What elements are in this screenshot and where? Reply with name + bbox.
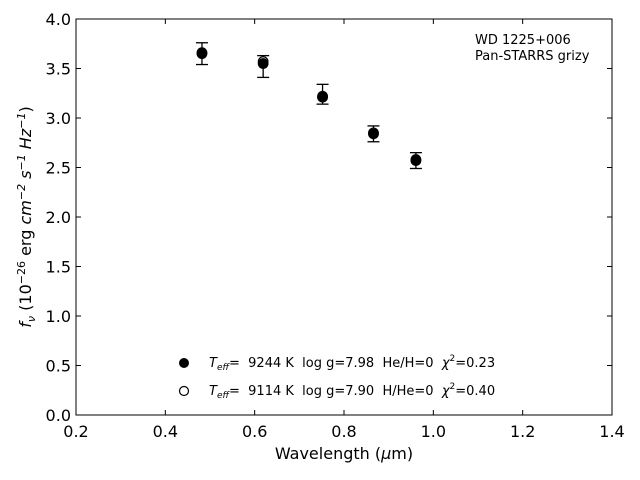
legend-marker-open <box>178 385 190 397</box>
x-axis-label: Wavelength (μm) <box>275 444 413 463</box>
y-tick-label: 1.0 <box>46 307 71 326</box>
point-filled <box>368 128 379 140</box>
model-points <box>196 47 422 166</box>
y-tick-label: 2.0 <box>46 208 71 227</box>
x-axis-ticks: 0.2 0.4 0.6 0.8 1.0 1.2 1.4 <box>63 19 625 441</box>
point-filled <box>257 58 269 69</box>
x-tick-label: 1.2 <box>510 422 535 441</box>
y-tick-label: 0.5 <box>46 357 71 376</box>
legend-marker-filled <box>179 358 189 368</box>
y-tick-label: 2.5 <box>46 159 71 178</box>
legend-entry-da: Teff= 9244 K log g=7.98 He/H=0 χ2=0.23 <box>209 354 495 373</box>
y-tick-label: 1.5 <box>46 258 71 277</box>
point-filled <box>317 91 328 103</box>
x-tick-label: 0.6 <box>242 422 267 441</box>
annotation-object-name: WD 1225+006 <box>475 33 571 48</box>
x-tick-label: 1.4 <box>599 422 624 441</box>
legend-entry-db: Teff= 9114 K log g=7.90 H/He=0 χ2=0.40 <box>209 382 495 401</box>
y-axis-ticks: 0.0 0.5 1.0 1.5 2.0 2.5 3.0 3.5 4.0 <box>46 10 612 425</box>
y-tick-label: 0.0 <box>46 406 71 425</box>
x-tick-label: 1.0 <box>421 422 446 441</box>
legend: Teff= 9244 K log g=7.98 He/H=0 χ2=0.23 T… <box>178 354 495 401</box>
x-tick-label: 0.4 <box>153 422 178 441</box>
y-tick-label: 4.0 <box>46 10 71 29</box>
point-filled <box>410 155 422 166</box>
annotation-survey-name: Pan-STARRS grizy <box>475 49 590 64</box>
x-tick-label: 0.2 <box>63 422 88 441</box>
observed-error-bars <box>195 42 422 170</box>
y-tick-label: 3.5 <box>46 60 71 79</box>
x-tick-label: 0.8 <box>331 422 356 441</box>
y-tick-label: 3.0 <box>46 109 71 128</box>
point-filled <box>196 48 208 60</box>
y-axis-label: fν (10−26 erg cm−2 s−1 Hz−1) <box>15 106 38 327</box>
